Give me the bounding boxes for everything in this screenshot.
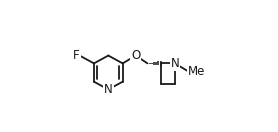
Text: N: N [104,83,113,96]
Text: Me: Me [188,65,205,78]
Text: O: O [131,49,140,62]
Text: N: N [170,57,179,70]
Text: F: F [73,49,80,62]
